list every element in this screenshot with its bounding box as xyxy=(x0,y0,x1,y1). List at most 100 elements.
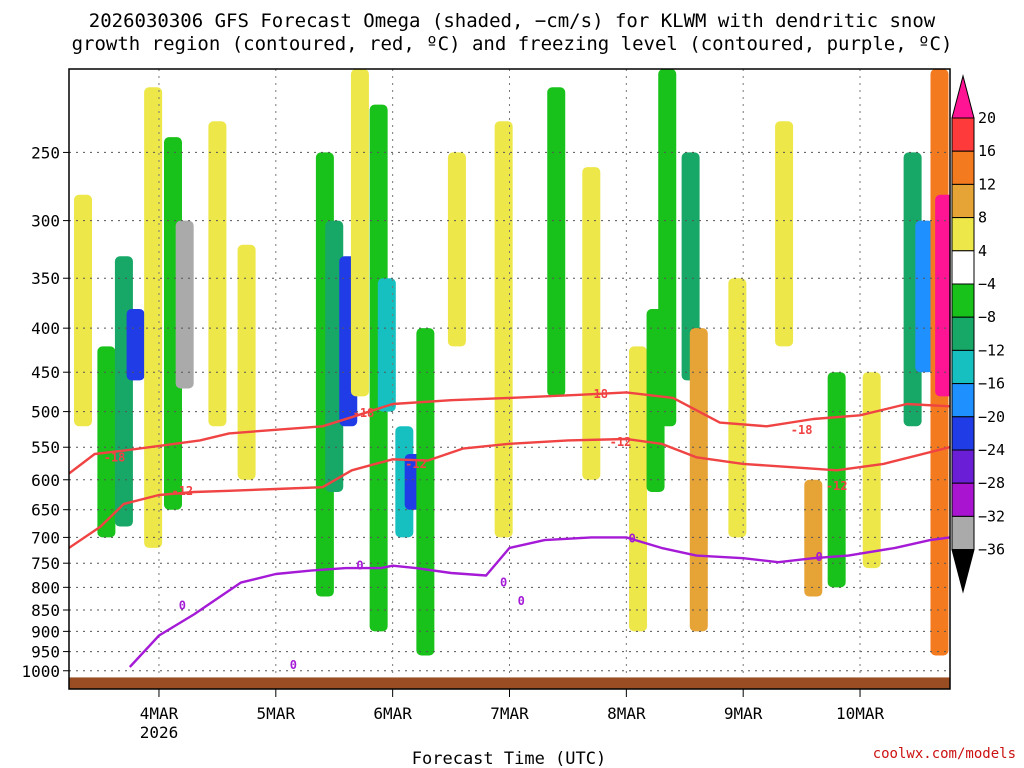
omega-cell-29 xyxy=(804,479,823,597)
contour-label-8: 0 xyxy=(179,599,186,613)
y-tick-label-950: 950 xyxy=(31,643,60,662)
omega-cell-4 xyxy=(144,87,163,548)
omega-cell-0 xyxy=(74,194,93,427)
colorbar-swatch-11 xyxy=(951,449,975,484)
omega-cell-35 xyxy=(935,194,950,397)
colorbar-swatch-7 xyxy=(951,316,975,351)
x-tick-label-2: 6MAR xyxy=(373,704,412,723)
colorbar: 20 16 12 8 4 −4 −8 −12 −16 −20 −24 −28 −32 −36 xyxy=(951,74,1005,594)
y-tick-label-700: 700 xyxy=(31,528,60,547)
colorbar-arrow-top xyxy=(951,74,975,119)
y-tick-label-1000: 1000 xyxy=(21,662,60,681)
omega-cell-6 xyxy=(175,220,194,389)
contour-line-0 xyxy=(69,391,950,475)
colorbar-label-0: 20 xyxy=(978,109,996,127)
x-tick-label-4: 8MAR xyxy=(607,704,646,723)
terrain-layer xyxy=(69,677,950,689)
gridlines xyxy=(69,69,950,689)
omega-cell-12 xyxy=(350,69,369,397)
y-tick-label-300: 300 xyxy=(31,212,60,231)
contour-label-11: 0 xyxy=(500,576,507,590)
x-tick-sublabel-0: 2026 xyxy=(140,723,179,742)
omega-cell-8 xyxy=(237,244,256,480)
colorbar-label-10: −24 xyxy=(978,441,1005,459)
y-tick-label-850: 850 xyxy=(31,601,60,620)
contour-label-3: -12 xyxy=(405,457,427,471)
omega-cell-1 xyxy=(97,346,116,538)
contour-label-6: -18 xyxy=(791,423,813,437)
colorbar-label-7: −12 xyxy=(978,341,1005,359)
colorbar-swatch-8 xyxy=(951,349,975,385)
omega-cell-20 xyxy=(547,87,566,397)
contour-label-5: -12 xyxy=(610,435,632,449)
colorbar-label-8: −16 xyxy=(978,375,1005,393)
y-tick-label-350: 350 xyxy=(31,269,60,288)
omega-cell-30 xyxy=(827,372,846,588)
y-tick-label-800: 800 xyxy=(31,578,60,597)
colorbar-swatch-4 xyxy=(951,217,975,252)
omega-cell-14 xyxy=(377,278,396,412)
y-tick-label-550: 550 xyxy=(31,438,60,457)
colorbar-label-1: 16 xyxy=(978,142,996,160)
contour-label-12: 0 xyxy=(518,594,525,608)
contour-label-14: 0 xyxy=(816,550,823,564)
x-tick-label-1: 5MAR xyxy=(257,704,296,723)
contour-label-13: 0 xyxy=(629,531,636,545)
colorbar-label-5: −4 xyxy=(978,275,996,293)
x-axis-label: Forecast Time (UTC) xyxy=(412,749,606,768)
colorbar-swatch-5 xyxy=(951,250,975,285)
colorbar-label-9: −20 xyxy=(978,408,1005,426)
omega-cell-19 xyxy=(494,121,513,538)
omega-shading-layer xyxy=(74,69,950,656)
omega-cell-31 xyxy=(862,372,881,569)
omega-cell-25 xyxy=(681,152,700,381)
colorbar-label-2: 12 xyxy=(978,175,996,193)
omega-cell-2 xyxy=(114,256,133,527)
y-tick-label-750: 750 xyxy=(31,554,60,573)
y-tick-label-900: 900 xyxy=(31,622,60,641)
contour-line-1 xyxy=(69,437,950,549)
y-tick-label-400: 400 xyxy=(31,319,60,338)
y-tick-label-650: 650 xyxy=(31,501,60,520)
y-tick-label-600: 600 xyxy=(31,471,60,490)
contour-label-7: -12 xyxy=(826,479,848,493)
colorbar-swatch-1 xyxy=(951,117,975,152)
colorbar-swatch-13 xyxy=(951,515,975,551)
colorbar-arrow-bottom xyxy=(951,549,975,594)
contour-line-2 xyxy=(128,536,950,668)
omega-cell-33 xyxy=(915,220,934,373)
contour-label-9: 0 xyxy=(356,559,363,573)
contour-label-10: 0 xyxy=(290,658,297,672)
terrain-fill xyxy=(69,677,950,689)
colorbar-label-6: −8 xyxy=(978,308,996,326)
colorbar-label-12: −32 xyxy=(978,507,1005,525)
colorbar-swatch-2 xyxy=(951,150,975,185)
contour-label-0: -18 xyxy=(104,450,126,464)
colorbar-swatch-6 xyxy=(951,283,975,318)
contour-label-1: -12 xyxy=(171,484,193,498)
contour-label-2: -18 xyxy=(353,406,375,420)
omega-cell-7 xyxy=(208,121,227,427)
x-tick-label-3: 7MAR xyxy=(490,704,529,723)
y-tick-label-500: 500 xyxy=(31,403,60,422)
colorbar-label-3: 8 xyxy=(978,209,987,227)
colorbar-swatch-12 xyxy=(951,482,975,517)
omega-cell-3 xyxy=(126,308,145,381)
omega-cell-21 xyxy=(582,167,601,480)
y-tick-label-250: 250 xyxy=(31,143,60,162)
title-line-2: growth region (contoured, red, ºC) and f… xyxy=(72,33,953,55)
x-tick-label-0: 4MAR xyxy=(140,704,179,723)
colorbar-swatch-10 xyxy=(951,416,975,451)
title-line-1: 2026030306 GFS Forecast Omega (shaded, −… xyxy=(89,10,936,32)
omega-cell-18 xyxy=(447,152,466,347)
omega-cell-17 xyxy=(416,328,435,656)
omega-cell-22 xyxy=(629,346,648,632)
y-axis-ticks: 250 300 350 400 450 500 550 600 650 700 750 800 850 9… xyxy=(21,143,69,681)
credit-text: coolwx.com/models xyxy=(873,746,1016,762)
x-tick-label-6: 10MAR xyxy=(836,704,885,723)
chart-title: 2026030306 GFS Forecast Omega (shaded, −… xyxy=(72,10,953,55)
x-tick-label-5: 9MAR xyxy=(724,704,763,723)
y-tick-label-450: 450 xyxy=(31,363,60,382)
